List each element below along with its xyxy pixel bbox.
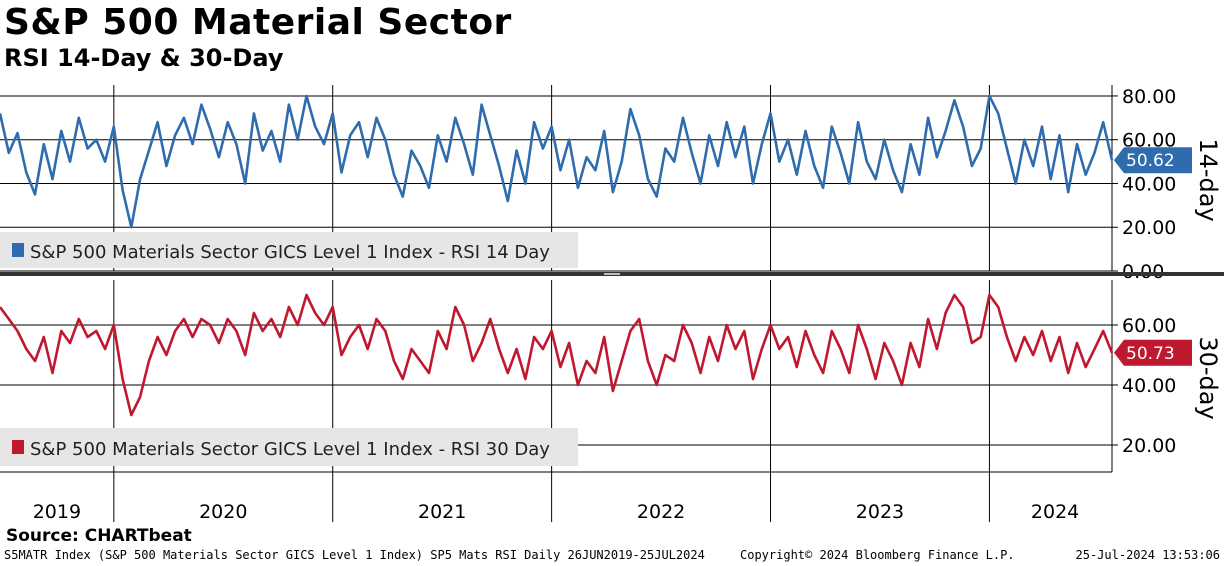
source-note: Source: CHARTbeat [6, 526, 192, 546]
rsi14-line [0, 94, 1114, 229]
top-last-value-badge [1114, 147, 1192, 174]
bottom-legend-swatch [12, 440, 24, 454]
footer-copyright: Copyright© 2024 Bloomberg Finance L.P. [740, 548, 1015, 562]
x-year-label: 2020 [199, 501, 247, 523]
x-year-label: 2024 [1031, 501, 1079, 523]
x-axis-year-labels: 2019 2020 2021 2022 2023 2024 [33, 501, 1080, 523]
footer-ticker-info: S5MATR Index (S&P 500 Materials Sector G… [4, 548, 705, 562]
x-year-label: 2021 [418, 501, 466, 523]
y-tick-label: 40.00 [1122, 173, 1176, 195]
y-tick-label: 20.00 [1122, 217, 1176, 239]
bottom-legend-box [0, 428, 578, 466]
y-tick-label: 20.00 [1122, 435, 1176, 457]
bottom-legend-text: S&P 500 Materials Sector GICS Level 1 In… [30, 439, 550, 460]
bottom-last-value-label: 50.73 [1126, 344, 1175, 364]
y-tick-label: 60.00 [1122, 315, 1176, 337]
top-legend-text: S&P 500 Materials Sector GICS Level 1 In… [30, 242, 550, 263]
top-last-value-label: 50.62 [1126, 151, 1175, 171]
x-year-label: 2022 [637, 501, 685, 523]
bottom-gridlines [0, 324, 1112, 446]
panel-resize-handle[interactable] [604, 273, 620, 275]
top-legend-box [0, 232, 578, 268]
bottom-side-label: 30-day [1194, 336, 1222, 419]
y-tick-label: 80.00 [1122, 86, 1176, 108]
top-legend-swatch [12, 243, 24, 257]
chart-subtitle: RSI 14-Day & 30-Day [4, 44, 284, 72]
x-year-label: 2019 [33, 501, 81, 523]
bottom-y-ticks: 20.00 40.00 60.00 [1112, 315, 1176, 457]
chart-title: S&P 500 Material Sector [4, 2, 512, 43]
y-tick-label: 60.00 [1122, 130, 1176, 152]
bottom-last-value-badge [1114, 339, 1192, 366]
x-axis-year-dividers [113, 472, 990, 522]
top-side-label: 14-day [1194, 138, 1222, 221]
y-tick-label: 40.00 [1122, 375, 1176, 397]
rsi30-line [0, 293, 1114, 417]
x-year-label: 2023 [856, 501, 904, 523]
top-gridlines [0, 95, 1112, 272]
footer-timestamp: 25-Jul-2024 13:53:06 [1075, 548, 1221, 562]
